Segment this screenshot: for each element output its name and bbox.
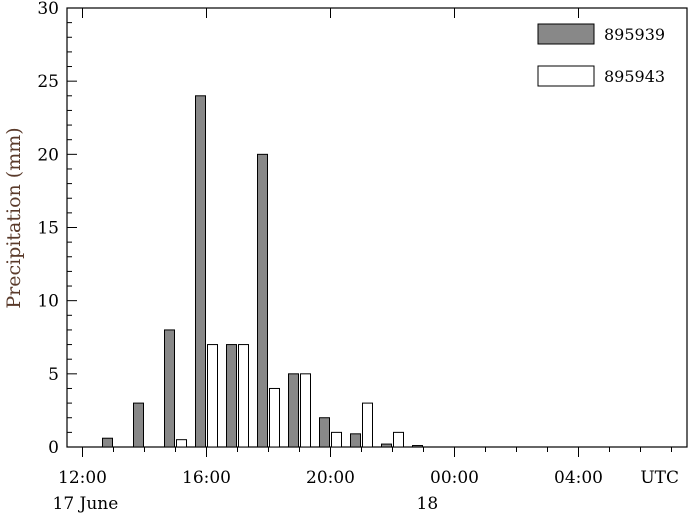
- bar-895939: [319, 417, 330, 448]
- x-unit-label: UTC: [640, 468, 679, 488]
- y-tick-label: 10: [37, 292, 59, 312]
- y-tick-label: 30: [37, 0, 59, 19]
- bar-895939: [350, 433, 361, 448]
- legend-label: 895939: [604, 25, 665, 44]
- bar-895939: [102, 437, 113, 448]
- bar-895939: [195, 95, 206, 448]
- x-tick-sublabel: 17 June: [53, 494, 119, 514]
- bar-895939: [288, 373, 299, 448]
- bar-895939: [164, 329, 175, 448]
- bar-895939: [257, 153, 268, 448]
- bar-895943: [331, 431, 342, 448]
- y-tick-label: 15: [37, 219, 59, 239]
- bar-895939: [381, 443, 392, 448]
- bar-895943: [300, 373, 311, 448]
- bar-895943: [207, 344, 218, 448]
- bar-895943: [393, 431, 404, 448]
- bar-895943: [176, 439, 187, 448]
- y-tick-label: 0: [48, 438, 59, 458]
- x-tick-label: 20:00: [306, 468, 355, 488]
- x-tick-label: 16:00: [182, 468, 231, 488]
- x-tick-label: 04:00: [554, 468, 603, 488]
- bar-895939: [133, 402, 144, 448]
- legend-swatch-895943: [537, 65, 595, 87]
- y-tick-label: 20: [37, 145, 59, 165]
- x-tick-sublabel: 18: [417, 494, 439, 514]
- bar-895939: [226, 344, 237, 448]
- x-tick-label: 12:00: [58, 468, 107, 488]
- legend: 895939 895943: [537, 23, 665, 87]
- bars: [102, 95, 423, 448]
- y-tick-label: 5: [48, 365, 59, 385]
- legend-swatch-895939: [537, 23, 595, 45]
- y-axis: 0 5 10 15 20 25 30: [37, 0, 77, 458]
- bar-895943: [269, 387, 280, 448]
- legend-label: 895943: [604, 67, 665, 86]
- y-axis-label: Precipitation (mm): [3, 127, 25, 308]
- bar-895943: [362, 402, 373, 448]
- y-tick-label: 25: [37, 72, 59, 92]
- x-tick-label: 00:00: [430, 468, 479, 488]
- x-axis: 12:00 17 June 16:00 20:00 00:00 18 04:00 UTC: [53, 8, 679, 514]
- bar-895939: [412, 445, 423, 448]
- bar-895943: [238, 344, 249, 448]
